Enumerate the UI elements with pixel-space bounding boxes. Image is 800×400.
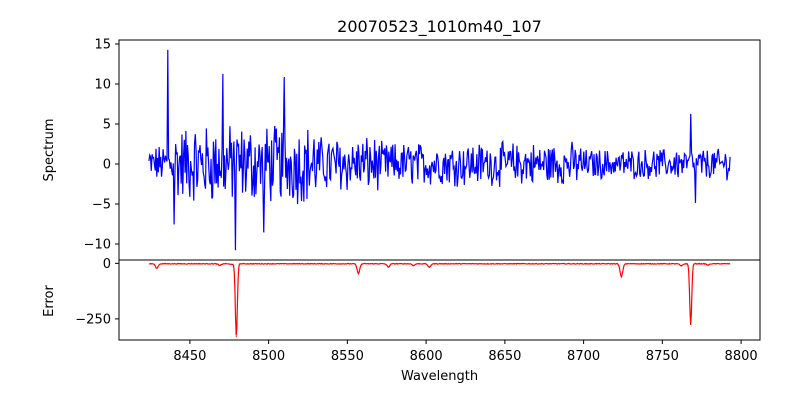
spectrum-y-tick-label: 0 [103, 158, 111, 173]
error-dip-point [412, 264, 415, 267]
error-y-ticks: −250 0 [75, 257, 119, 327]
error-dip-point [620, 276, 623, 278]
x-tick-label: 8550 [331, 349, 364, 364]
spectrum-feature-point [694, 201, 697, 203]
error-x-ticks: 8450 8500 8550 8600 8650 8700 8750 8800 [173, 340, 758, 364]
spectrum-y-tick-label: 15 [94, 38, 111, 53]
x-axis-label: Wavelength [401, 369, 478, 384]
chart-title: 20070523_1010m40_107 [337, 17, 542, 37]
error-dip-point [690, 323, 692, 326]
spectrum-panel: −10 −5 0 5 10 15 Spectrum [42, 38, 761, 261]
error-dip-point [219, 264, 221, 267]
x-tick-label: 8500 [252, 349, 285, 364]
spectrum-y-tick-label: 10 [94, 78, 111, 93]
error-y-tick-label: 0 [103, 257, 111, 272]
spectrum-feature-point [167, 49, 169, 52]
error-dip-point [428, 266, 430, 268]
spectrum-feature-point [690, 113, 692, 115]
error-dip-point [156, 267, 158, 269]
x-tick-label: 8650 [488, 349, 521, 364]
spectrum-feature-point [283, 77, 285, 79]
error-y-tick-label: −250 [75, 312, 111, 327]
x-tick-label: 8450 [173, 349, 206, 364]
spectrum-feature-point [234, 249, 237, 251]
x-tick-label: 8700 [567, 349, 600, 364]
spectrum-y-label: Spectrum [42, 119, 57, 182]
spectrum-y-ticks: −10 −5 0 5 10 15 [84, 38, 119, 253]
spectrum-feature-point [173, 223, 175, 225]
error-panel: −250 0 8450 8500 8550 8600 8650 8700 8750 8800 E… [42, 257, 761, 384]
error-dip-point [387, 266, 389, 268]
error-dip-point [230, 263, 232, 266]
spectrum-features [167, 49, 697, 251]
error-dip-point [235, 336, 237, 338]
error-dip-point [707, 264, 709, 266]
error-axes-frame [118, 259, 761, 341]
spectrum-y-tick-label: −10 [84, 238, 111, 253]
x-tick-label: 8600 [410, 349, 443, 364]
x-tick-label: 8750 [646, 349, 679, 364]
spectrum-y-tick-label: −5 [92, 198, 111, 213]
error-dips [156, 263, 709, 338]
error-series-line [148, 262, 731, 336]
spectrum-feature-point [222, 73, 224, 75]
error-dip-point [680, 265, 682, 267]
error-y-label: Error [42, 285, 57, 317]
spectrum-feature-point [263, 231, 265, 233]
error-dip-point [357, 272, 359, 274]
x-tick-label: 8800 [725, 349, 758, 364]
spectrum-series-line [148, 50, 731, 250]
spectrum-y-tick-label: 5 [103, 118, 111, 133]
